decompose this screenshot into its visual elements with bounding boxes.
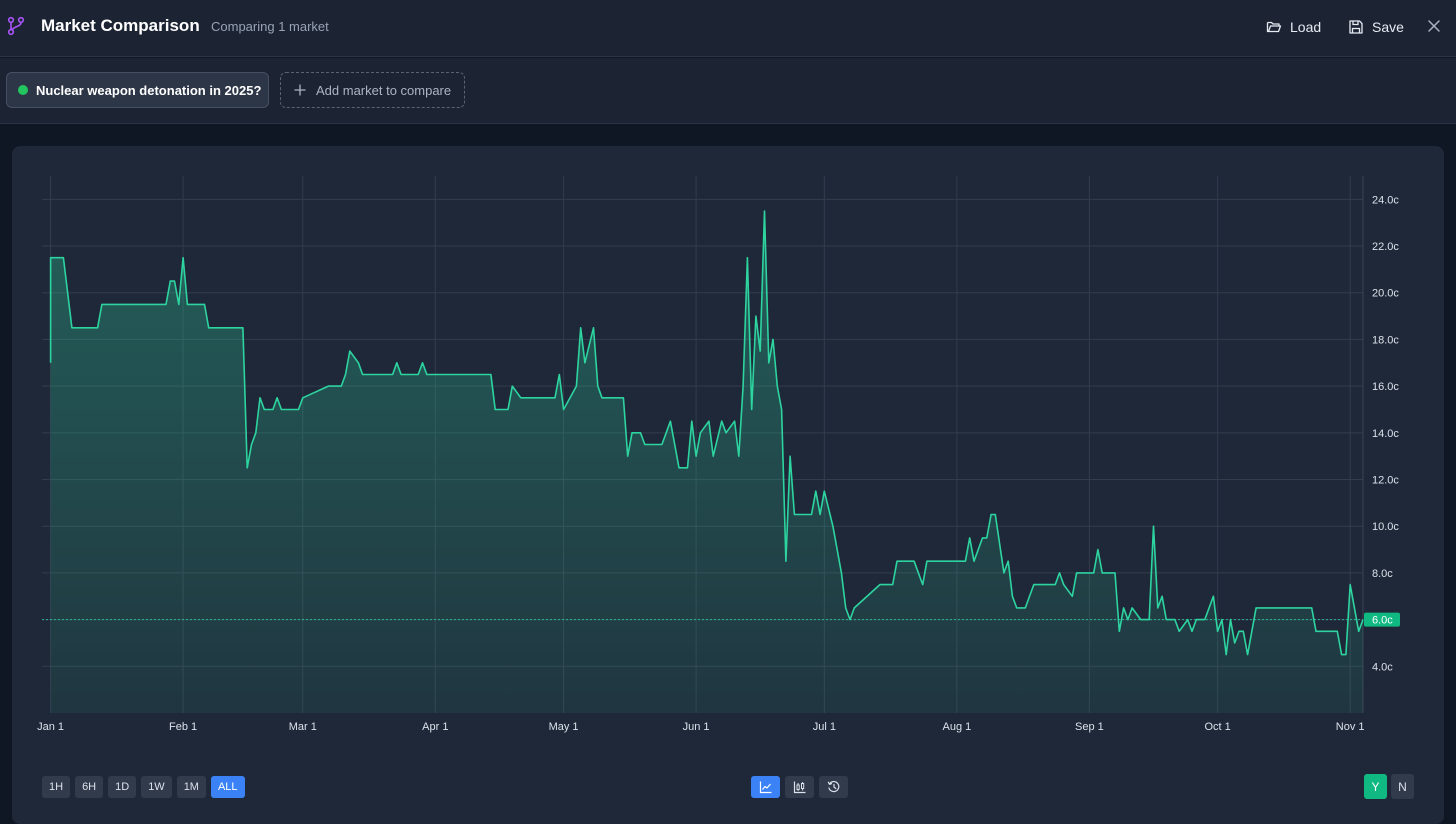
candlestick-icon <box>793 781 805 794</box>
x-tick-label: Mar 1 <box>289 721 317 733</box>
x-tick-label: Oct 1 <box>1204 721 1230 733</box>
view-selector <box>751 776 848 798</box>
add-market-button[interactable]: Add market to compare <box>280 72 465 108</box>
timeframe-button-6h[interactable]: 6H <box>75 776 104 798</box>
timeframe-button-1w[interactable]: 1W <box>141 776 172 798</box>
load-label: Load <box>1290 19 1322 35</box>
timeframe-button-1m[interactable]: 1M <box>176 776 206 798</box>
current-value-label: 6.0c <box>1372 615 1393 627</box>
y-tick-label: 10.0c <box>1372 521 1399 533</box>
x-tick-label: Jun 1 <box>683 721 710 733</box>
plus-icon <box>294 84 306 96</box>
save-icon <box>1349 20 1363 34</box>
y-tick-label: 4.0c <box>1372 661 1393 673</box>
y-tick-label: 12.0c <box>1372 475 1399 487</box>
history-icon <box>827 780 839 793</box>
add-market-label: Add market to compare <box>316 82 452 98</box>
market-bar: Nuclear weapon detonation in 2025? Add m… <box>0 58 1456 124</box>
close-icon[interactable] <box>1426 18 1442 34</box>
x-tick-label: Feb 1 <box>169 721 197 733</box>
y-tick-label: 18.0c <box>1372 334 1399 346</box>
history-view-button[interactable] <box>819 776 848 798</box>
price-chart[interactable]: 4.0c 8.0c 10.0c 12.0c 14.0c 16.0c 18.0c 20.0c 22… <box>0 146 1456 746</box>
x-tick-label: Jan 1 <box>37 721 64 733</box>
x-tick-label: Jul 1 <box>813 721 836 733</box>
timeframe-button-all[interactable]: ALL <box>210 776 245 798</box>
x-tick-label: May 1 <box>549 721 579 733</box>
outcome-button-n[interactable]: N <box>1391 774 1414 799</box>
x-tick-label: Nov 1 <box>1336 721 1365 733</box>
current-value-badge <box>1364 612 1400 627</box>
market-chip-label: Nuclear weapon detonation in 2025? <box>36 82 262 98</box>
y-tick-label: 24.0c <box>1372 194 1399 206</box>
line-view-button[interactable] <box>751 776 780 798</box>
outcome-button-y[interactable]: Y <box>1364 774 1387 799</box>
save-button[interactable]: Save <box>1348 17 1404 37</box>
x-tick-label: Apr 1 <box>422 721 448 733</box>
series-area <box>50 211 1364 713</box>
save-label: Save <box>1372 19 1404 35</box>
market-chip[interactable]: Nuclear weapon detonation in 2025? <box>6 72 269 108</box>
timeframe-button-1h[interactable]: 1H <box>42 776 71 798</box>
timeframe-button-1d[interactable]: 1D <box>108 776 137 798</box>
app-header: Market Comparison Comparing 1 market Loa… <box>0 0 1456 57</box>
load-button[interactable]: Load <box>1266 17 1321 37</box>
y-tick-label: 20.0c <box>1372 288 1399 300</box>
compare-branch-icon <box>7 16 25 36</box>
y-tick-label: 8.0c <box>1372 568 1393 580</box>
page-title: Market Comparison <box>41 16 200 35</box>
timeframe-selector: 1H 6H 1D 1W 1M ALL <box>42 776 245 798</box>
x-tick-label: Sep 1 <box>1075 721 1104 733</box>
market-color-dot <box>18 85 28 95</box>
y-tick-label: 22.0c <box>1372 241 1399 253</box>
y-tick-label: 16.0c <box>1372 381 1399 393</box>
line-chart-icon <box>759 781 771 794</box>
folder-open-icon <box>1266 21 1282 33</box>
y-tick-label: 14.0c <box>1372 428 1399 440</box>
candlestick-view-button[interactable] <box>785 776 814 798</box>
page-subtitle: Comparing 1 market <box>211 19 329 34</box>
x-tick-label: Aug 1 <box>942 721 971 733</box>
series-line <box>49 210 1364 656</box>
